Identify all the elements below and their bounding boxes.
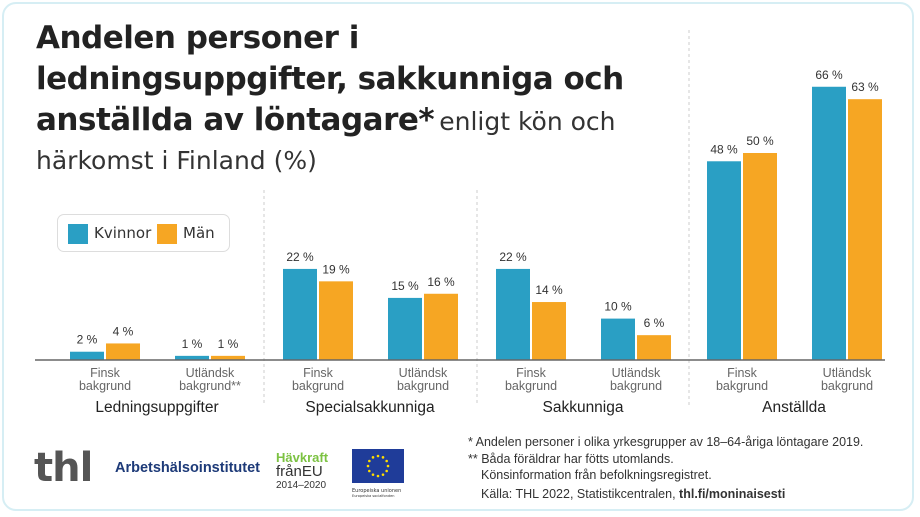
legend-label-man: Män bbox=[183, 224, 215, 242]
legend: Kvinnor Män bbox=[57, 214, 230, 252]
group-label: Specialsakkunniga bbox=[305, 399, 435, 416]
eu-text-1: Europeiska unionen bbox=[352, 488, 402, 494]
bar-kvinnor bbox=[812, 86, 846, 360]
bar-män bbox=[211, 355, 245, 360]
eu-text-2: Europeiska socialfonden bbox=[352, 494, 395, 498]
category-label-line2: bakgrund bbox=[397, 379, 449, 393]
data-label: 22 % bbox=[286, 250, 314, 264]
category-label-line1: Utländsk bbox=[186, 366, 235, 380]
bar-män bbox=[319, 281, 353, 360]
category-label-line1: Finsk bbox=[303, 366, 334, 380]
group-label: Anställda bbox=[762, 399, 826, 416]
bar-kvinnor bbox=[496, 268, 530, 360]
data-label: 66 % bbox=[815, 68, 843, 82]
footnote-3: Könsinformation från befolkningsregistre… bbox=[481, 468, 712, 482]
eu-logo: Europeiska unionen Europeiska socialfond… bbox=[352, 449, 404, 498]
data-label: 15 % bbox=[391, 279, 419, 293]
category-label-line2: bakgrund bbox=[610, 379, 662, 393]
title-bold: Andelen personer i ledningsuppgifter, sa… bbox=[36, 20, 624, 138]
legend-label-kvinnor: Kvinnor bbox=[94, 224, 152, 242]
legend-swatch-man bbox=[157, 224, 177, 244]
bar-kvinnor bbox=[707, 161, 741, 360]
group-label: Sakkunniga bbox=[542, 399, 623, 416]
data-label: 6 % bbox=[644, 316, 665, 330]
title-normal: enligt kön och härkomst i Finland (%) bbox=[36, 107, 616, 175]
data-label: 2 % bbox=[77, 333, 98, 347]
havkraft-line2: frånEU bbox=[276, 463, 323, 480]
bar-kvinnor bbox=[70, 351, 104, 360]
source-link[interactable]: thl.fi/moninaisesti bbox=[679, 486, 786, 501]
data-label: 50 % bbox=[746, 134, 774, 148]
category-label-line2: bakgrund bbox=[716, 379, 768, 393]
category-label-line2: bakgrund bbox=[505, 379, 557, 393]
group-label: Ledningsuppgifter bbox=[95, 399, 218, 416]
bar-kvinnor bbox=[283, 268, 317, 360]
bar-män bbox=[532, 302, 566, 360]
bar-män bbox=[106, 343, 140, 360]
footnote-1: * Andelen personer i olika yrkesgrupper … bbox=[468, 435, 864, 449]
data-label: 4 % bbox=[113, 324, 134, 338]
bar-kvinnor bbox=[175, 355, 209, 360]
category-label-line1: Finsk bbox=[727, 366, 758, 380]
footnotes: * Andelen personer i olika yrkesgrupper … bbox=[468, 434, 863, 502]
data-label: 1 % bbox=[182, 337, 203, 351]
category-label-line1: Finsk bbox=[516, 366, 547, 380]
data-label: 16 % bbox=[427, 275, 455, 289]
category-label-line2: bakgrund bbox=[292, 379, 344, 393]
data-label: 19 % bbox=[322, 262, 350, 276]
bar-kvinnor bbox=[388, 297, 422, 360]
data-label: 14 % bbox=[535, 283, 563, 297]
chart-title: Andelen personer i ledningsuppgifter, sa… bbox=[36, 20, 676, 182]
category-label-line1: Utländsk bbox=[612, 366, 661, 380]
card-frame bbox=[2, 2, 914, 511]
category-label-line2: bakgrund bbox=[79, 379, 131, 393]
source-text: Källa: THL 2022, Statistikcentralen, bbox=[481, 486, 676, 501]
havkraft-logo: Hävkraft frånEU 2014–2020 bbox=[276, 451, 328, 492]
category-label-line1: Utländsk bbox=[399, 366, 448, 380]
data-label: 48 % bbox=[710, 142, 738, 156]
bar-män bbox=[848, 99, 882, 361]
legend-swatch-kvinnor bbox=[68, 224, 88, 244]
category-label-line1: Utländsk bbox=[823, 366, 872, 380]
data-label: 22 % bbox=[499, 250, 527, 264]
category-label-line2: bakgrund bbox=[821, 379, 873, 393]
category-label-line2: bakgrund** bbox=[179, 379, 241, 393]
thl-logo: thl bbox=[34, 445, 93, 491]
bar-män bbox=[743, 153, 777, 360]
bar-män bbox=[424, 293, 458, 360]
data-label: 1 % bbox=[218, 337, 239, 351]
havkraft-line1: Hävkraft bbox=[276, 450, 329, 465]
bar-kvinnor bbox=[601, 318, 635, 360]
category-label-line1: Finsk bbox=[90, 366, 121, 380]
data-label: 10 % bbox=[604, 300, 632, 314]
havkraft-line3: 2014–2020 bbox=[276, 480, 327, 491]
data-label: 63 % bbox=[851, 80, 879, 94]
eu-flag-icon bbox=[352, 449, 404, 483]
footnote-2: ** Båda föräldrar har fötts utomlands. bbox=[468, 451, 674, 466]
bar-män bbox=[637, 335, 671, 360]
arbetshalsoinstitutet-logo: Arbetshälsoinstitutet bbox=[115, 460, 261, 476]
